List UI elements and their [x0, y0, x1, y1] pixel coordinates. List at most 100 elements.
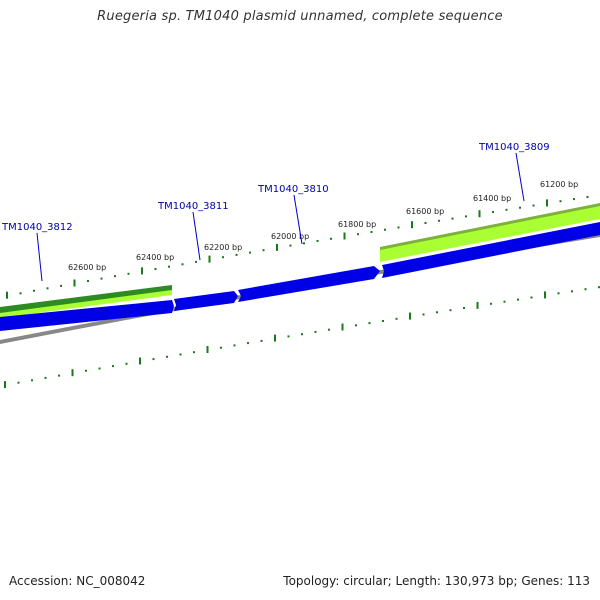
minor-tick [503, 300, 506, 303]
position-label: 62200 bp [204, 243, 242, 252]
minor-tick [222, 256, 224, 259]
minor-tick [370, 231, 373, 233]
gene-label-group-3809[interactable]: TM1040_3809 [478, 142, 550, 202]
gene-label[interactable]: TM1040_3810 [257, 184, 329, 195]
major-tick [341, 323, 344, 331]
minor-tick [31, 379, 33, 382]
minor-tick [532, 204, 535, 207]
position-label: 62400 bp [136, 253, 174, 262]
major-tick [139, 357, 141, 365]
minor-tick [19, 292, 22, 295]
major-tick [544, 291, 546, 299]
gene-label[interactable]: TM1040_3809 [478, 142, 550, 153]
minor-tick [382, 320, 384, 322]
minor-tick [85, 369, 87, 372]
minor-tick [492, 211, 494, 213]
minor-tick [152, 358, 155, 361]
minor-tick [368, 322, 371, 325]
gene-arrow-tm1040-3810[interactable] [238, 266, 380, 302]
minor-tick [586, 196, 589, 198]
minor-tick [330, 237, 332, 240]
gene-label-group-3811[interactable]: TM1040_3811 [157, 201, 229, 261]
major-tick [343, 232, 346, 240]
gene-arrow-tm1040-3809[interactable] [382, 222, 600, 278]
position-label: 61800 bp [338, 220, 376, 229]
gene-label[interactable]: TM1040_3811 [157, 201, 229, 212]
minor-tick [249, 251, 251, 254]
feature-arc-right-light[interactable] [380, 206, 600, 262]
major-tick [206, 346, 209, 353]
major-tick [476, 301, 479, 309]
position-label: 61200 bp [540, 180, 578, 189]
minor-tick [44, 376, 47, 379]
gene-label-group-3812[interactable]: TM1040_3812 [1, 222, 73, 282]
minor-tick [436, 311, 438, 314]
minor-tick [33, 289, 35, 292]
minor-tick [316, 240, 319, 242]
minor-tick [87, 280, 89, 282]
minor-tick [289, 244, 292, 247]
gene-label-group-3810[interactable]: TM1040_3810 [257, 184, 329, 245]
major-tick [141, 267, 143, 275]
minor-tick [168, 265, 170, 268]
minor-tick [397, 226, 400, 229]
minor-tick [262, 249, 265, 252]
feature-arc-left-light[interactable] [0, 290, 172, 318]
minor-tick [195, 260, 197, 263]
gene-arrow-tm1040-3812[interactable] [0, 300, 174, 331]
minor-tick [181, 263, 184, 266]
position-label: 61400 bp [473, 194, 511, 203]
minor-tick [422, 313, 425, 316]
feature-arc-left-dark[interactable] [0, 285, 172, 314]
minor-tick [384, 228, 386, 231]
minor-tick [395, 317, 398, 320]
major-tick [208, 255, 211, 263]
minor-tick [519, 206, 521, 209]
major-tick [276, 243, 278, 251]
minor-tick [571, 290, 573, 293]
minor-tick [60, 284, 62, 287]
major-tick [411, 221, 413, 229]
minor-tick [449, 309, 452, 312]
position-label: 62600 bp [68, 263, 106, 272]
major-tick [546, 199, 548, 207]
minor-tick [114, 275, 116, 278]
major-tick [4, 381, 6, 389]
minor-tick [490, 302, 492, 305]
minor-tick [154, 268, 157, 270]
minor-tick [438, 219, 440, 222]
minor-tick [17, 381, 20, 384]
minor-tick [451, 217, 454, 220]
minor-tick [530, 296, 533, 299]
map-title: Ruegeria sp. TM1040 plasmid unnamed, com… [97, 9, 503, 24]
minor-tick [557, 292, 560, 295]
outer-ruler-ticks [6, 196, 589, 299]
major-tick [73, 279, 76, 287]
minor-tick [584, 288, 587, 291]
minor-tick [314, 330, 317, 333]
minor-tick [328, 328, 330, 331]
minor-tick [166, 355, 168, 358]
minor-tick [303, 242, 305, 245]
major-tick [478, 210, 481, 218]
minor-tick [235, 253, 238, 256]
minor-tick [98, 367, 101, 370]
major-tick [274, 334, 276, 342]
topology-text: Topology: circular; Length: 130,973 bp; … [283, 574, 590, 588]
minor-tick [355, 324, 357, 327]
minor-tick [357, 233, 359, 236]
minor-tick [125, 362, 128, 365]
position-label: 61600 bp [406, 207, 444, 216]
gene-arrow-tm1040-3811[interactable] [174, 291, 238, 311]
minor-tick [463, 307, 465, 309]
minor-tick [465, 215, 467, 218]
major-tick [409, 312, 411, 320]
gene-label[interactable]: TM1040_3812 [1, 222, 73, 233]
minor-tick [112, 365, 114, 368]
minor-tick [127, 272, 130, 275]
minor-tick [517, 298, 519, 301]
major-tick [6, 291, 8, 299]
minor-tick [559, 200, 562, 203]
